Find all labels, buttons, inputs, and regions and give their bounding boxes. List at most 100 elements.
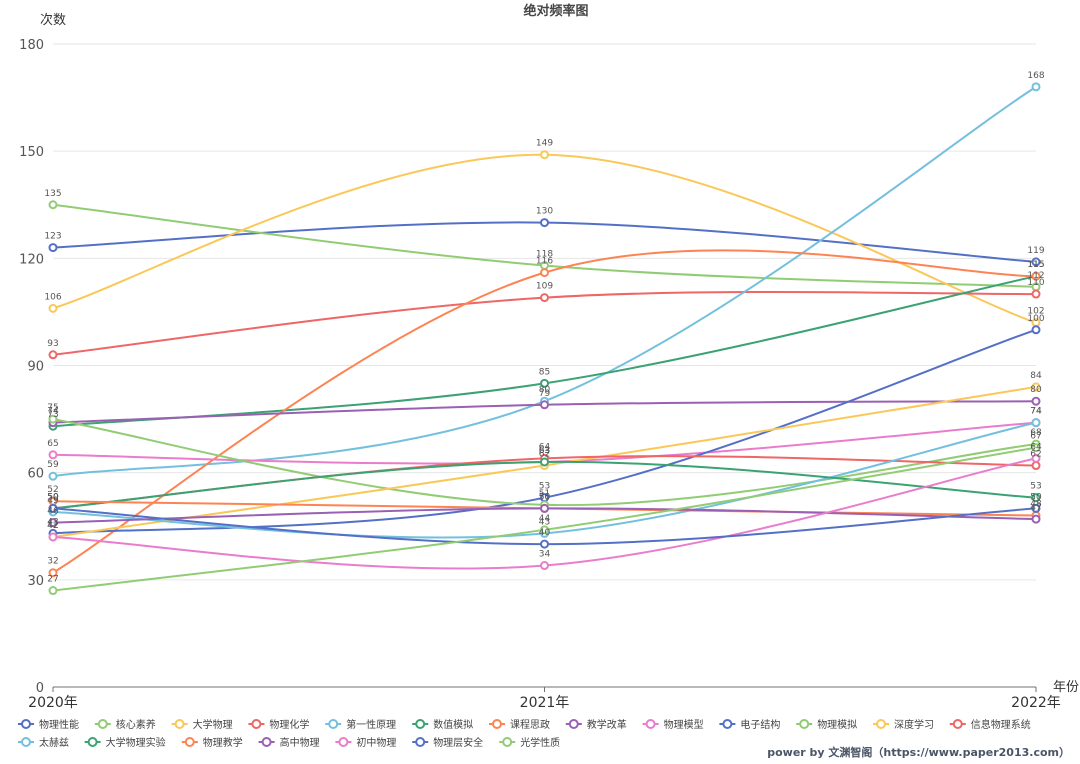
data-point[interactable] — [1031, 443, 1041, 453]
legend-item[interactable]: 物理模型 — [642, 718, 704, 731]
data-point[interactable] — [540, 457, 549, 467]
data-label: 65 — [47, 439, 58, 449]
y-axis-label: 次数 — [40, 12, 66, 28]
data-point[interactable] — [1031, 418, 1041, 428]
legend-label: 信息物理系统 — [971, 718, 1031, 731]
data-label: 63 — [539, 446, 550, 456]
legend-label: 物理层安全 — [433, 736, 483, 749]
legend-item[interactable]: 初中物理 — [335, 736, 396, 749]
data-point[interactable] — [48, 200, 58, 210]
x-axis: 2020年 2021年 2022年 — [28, 686, 1061, 711]
data-point[interactable] — [540, 561, 549, 571]
data-point[interactable] — [1031, 493, 1041, 503]
data-label: 79 — [539, 389, 551, 399]
data-label: 80 — [539, 385, 551, 395]
data-label: 50 — [539, 492, 551, 502]
legend-item[interactable]: 物理教学 — [181, 736, 243, 749]
data-label: 106 — [44, 292, 61, 302]
data-point[interactable] — [540, 539, 549, 549]
data-point[interactable] — [1031, 503, 1041, 513]
data-label: 112 — [1027, 271, 1044, 281]
data-point[interactable] — [1031, 257, 1041, 267]
data-point[interactable] — [48, 243, 58, 253]
legend-label: 课程思政 — [510, 718, 550, 731]
legend-label: 教学改革 — [587, 718, 627, 731]
data-point[interactable] — [48, 586, 58, 596]
data-label: 73 — [47, 410, 58, 420]
legend-marker-icon — [415, 719, 426, 729]
data-label: 27 — [47, 575, 58, 585]
data-label: 52 — [47, 485, 58, 495]
legend-marker-icon — [251, 719, 262, 729]
data-point[interactable] — [540, 268, 549, 278]
legend-item[interactable]: 数值模拟 — [412, 718, 473, 731]
footer-credit: power by 文渊智阁（https://www.paper2013.com） — [767, 745, 1070, 759]
data-point[interactable] — [48, 568, 58, 578]
data-point[interactable] — [48, 471, 58, 481]
data-label: 50 — [47, 492, 59, 502]
data-point[interactable] — [48, 532, 58, 542]
data-label: 130 — [536, 207, 553, 217]
data-point[interactable] — [48, 350, 58, 360]
data-point[interactable] — [1031, 396, 1041, 406]
data-point[interactable] — [540, 293, 549, 303]
data-point[interactable] — [1031, 382, 1041, 392]
legend-item[interactable]: 光学性质 — [499, 736, 560, 749]
legend-item[interactable]: 课程思政 — [489, 718, 550, 731]
data-point[interactable] — [48, 303, 58, 313]
data-point[interactable] — [540, 218, 549, 228]
data-point[interactable] — [1031, 271, 1041, 281]
data-point[interactable] — [540, 378, 549, 388]
legend-item[interactable]: 物理化学 — [248, 718, 309, 731]
y-tick-label: 30 — [27, 574, 44, 589]
legend-marker-icon — [876, 719, 886, 729]
legend-item[interactable]: 深度学习 — [873, 718, 934, 731]
data-point[interactable] — [540, 150, 549, 160]
data-label: 68 — [1030, 428, 1042, 438]
data-label: 74 — [1030, 407, 1042, 417]
legend-item[interactable]: 大学物理 — [171, 718, 233, 731]
data-point[interactable] — [540, 503, 549, 513]
legend-item[interactable]: 第一性原理 — [325, 718, 396, 731]
data-point[interactable] — [1031, 325, 1041, 335]
legend-marker-icon — [97, 719, 108, 729]
legend: 物理性能 核心素养 大学物理 物理化学 第一性原理 数值模拟 课程思政 教学改革 物理模型 电子结… — [18, 718, 1031, 749]
data-label: 93 — [47, 339, 58, 349]
data-label: 102 — [1027, 307, 1044, 317]
data-point[interactable] — [1031, 514, 1041, 524]
legend-marker-icon — [502, 737, 513, 747]
legend-item[interactable]: 电子结构 — [719, 718, 780, 731]
legend-item[interactable]: 物理性能 — [18, 718, 79, 731]
legend-item[interactable]: 太赫兹 — [18, 736, 69, 749]
legend-label: 物理性能 — [39, 718, 79, 731]
data-point[interactable] — [1031, 82, 1041, 92]
legend-label: 大学物理实验 — [106, 736, 166, 749]
legend-item[interactable]: 教学改革 — [565, 718, 627, 731]
data-point[interactable] — [48, 414, 58, 424]
legend-item[interactable]: 高中物理 — [258, 736, 320, 749]
data-point[interactable] — [540, 400, 549, 410]
data-label: 135 — [44, 189, 61, 199]
legend-item[interactable]: 物理模拟 — [796, 718, 857, 731]
data-label: 49 — [47, 496, 59, 506]
data-label: 43 — [539, 517, 550, 527]
data-label: 149 — [536, 139, 553, 149]
data-point[interactable] — [1031, 453, 1041, 463]
legend-item[interactable]: 信息物理系统 — [949, 718, 1031, 731]
legend-marker-icon — [492, 719, 502, 729]
legend-marker-icon — [21, 737, 31, 747]
data-point[interactable] — [48, 503, 58, 513]
legend-item[interactable]: 大学物理实验 — [84, 736, 166, 749]
data-point[interactable] — [540, 525, 549, 535]
x-tick-label: 2020年 — [28, 695, 78, 711]
data-point[interactable] — [48, 518, 58, 528]
legend-label: 第一性原理 — [346, 718, 396, 731]
data-point[interactable] — [1031, 461, 1041, 471]
legend-marker-icon — [21, 719, 31, 729]
data-point[interactable] — [48, 450, 58, 460]
data-label: 50 — [47, 492, 59, 502]
legend-item[interactable]: 物理层安全 — [412, 736, 483, 749]
data-point[interactable] — [1031, 289, 1041, 299]
legend-item[interactable]: 核心素养 — [94, 718, 156, 731]
